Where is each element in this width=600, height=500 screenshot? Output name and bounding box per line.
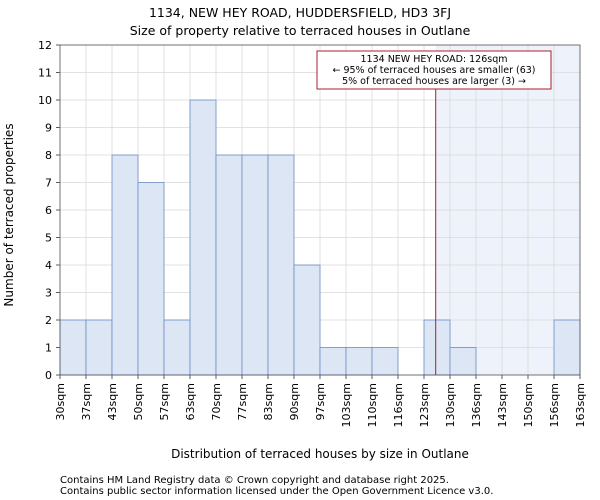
x-tick-label: 50sqm xyxy=(132,383,145,420)
x-tick-label: 116sqm xyxy=(392,383,405,427)
x-axis-ticks: 30sqm 37sqm 43sqm 50sqm 57sqm 63sqm 70sqm 77sqm… xyxy=(54,375,587,427)
bar-97sqm xyxy=(319,347,347,376)
y-tick-label: 0 xyxy=(45,369,52,382)
x-tick-label: 63sqm xyxy=(184,383,197,420)
y-tick-label: 6 xyxy=(45,204,52,217)
bar-103sqm xyxy=(345,347,373,376)
annotation-line-2: ← 95% of terraced houses are smaller (63… xyxy=(332,65,535,76)
y-tick-label: 8 xyxy=(45,149,52,162)
bar-130sqm xyxy=(449,347,477,376)
bar-30sqm xyxy=(59,319,87,376)
x-tick-label: 110sqm xyxy=(366,383,379,427)
x-tick-label: 103sqm xyxy=(340,383,353,427)
x-tick-label: 130sqm xyxy=(444,383,457,427)
chart-subtitle: Size of property relative to terraced ho… xyxy=(130,23,471,38)
x-tick-label: 77sqm xyxy=(236,383,249,420)
bar-43sqm xyxy=(111,154,139,376)
y-tick-label: 9 xyxy=(45,122,52,135)
bar-90sqm xyxy=(293,264,321,376)
bars-group xyxy=(59,99,581,376)
bar-70sqm xyxy=(215,154,243,376)
x-tick-label: 37sqm xyxy=(80,383,93,420)
bar-50sqm xyxy=(137,182,165,376)
x-axis-label: Distribution of terraced houses by size … xyxy=(171,447,469,461)
x-tick-label: 57sqm xyxy=(158,383,171,420)
bar-77sqm xyxy=(241,154,269,376)
y-axis-label: Number of terraced properties xyxy=(2,123,16,306)
y-tick-label: 5 xyxy=(45,232,52,245)
y-tick-label: 1 xyxy=(45,342,52,355)
bar-63sqm xyxy=(189,99,217,376)
x-tick-label: 156sqm xyxy=(548,383,561,427)
footer-line-2: Contains public sector information licen… xyxy=(60,486,493,497)
chart-title: 1134, NEW HEY ROAD, HUDDERSFIELD, HD3 3F… xyxy=(149,5,451,20)
footer-line-1: Contains HM Land Registry data © Crown c… xyxy=(60,475,449,486)
annotation-frame xyxy=(316,50,552,90)
x-tick-label: 90sqm xyxy=(288,383,301,420)
bar-110sqm xyxy=(371,347,399,376)
x-tick-label: 70sqm xyxy=(210,383,223,420)
bar-37sqm xyxy=(85,319,113,376)
y-tick-label: 3 xyxy=(45,287,52,300)
x-tick-label: 163sqm xyxy=(574,383,587,427)
annotation-line-3: 5% of terraced houses are larger (3) → xyxy=(342,76,526,87)
bar-57sqm xyxy=(163,319,191,376)
annotation-line-1: 1134 NEW HEY ROAD: 126sqm xyxy=(361,54,508,65)
x-tick-label: 143sqm xyxy=(496,383,509,427)
plot-frame xyxy=(59,44,581,376)
x-tick-label: 83sqm xyxy=(262,383,275,420)
x-tick-label: 30sqm xyxy=(54,383,67,420)
x-tick-label: 123sqm xyxy=(418,383,431,427)
y-tick-label: 12 xyxy=(38,39,52,52)
y-tick-label: 10 xyxy=(38,94,52,107)
y-tick-label: 7 xyxy=(45,177,52,190)
bar-123sqm xyxy=(423,319,451,376)
y-tick-label: 4 xyxy=(45,259,52,272)
x-tick-label: 43sqm xyxy=(106,383,119,420)
bar-156sqm xyxy=(553,319,581,376)
x-tick-label: 136sqm xyxy=(470,383,483,427)
annotation-box: 1134 NEW HEY ROAD: 126sqm ← 95% of terra… xyxy=(316,50,552,90)
y-tick-label: 2 xyxy=(45,314,52,327)
x-tick-label: 150sqm xyxy=(522,383,535,427)
y-tick-label: 11 xyxy=(38,67,52,80)
bar-83sqm xyxy=(267,154,295,376)
x-tick-label: 97sqm xyxy=(314,383,327,420)
